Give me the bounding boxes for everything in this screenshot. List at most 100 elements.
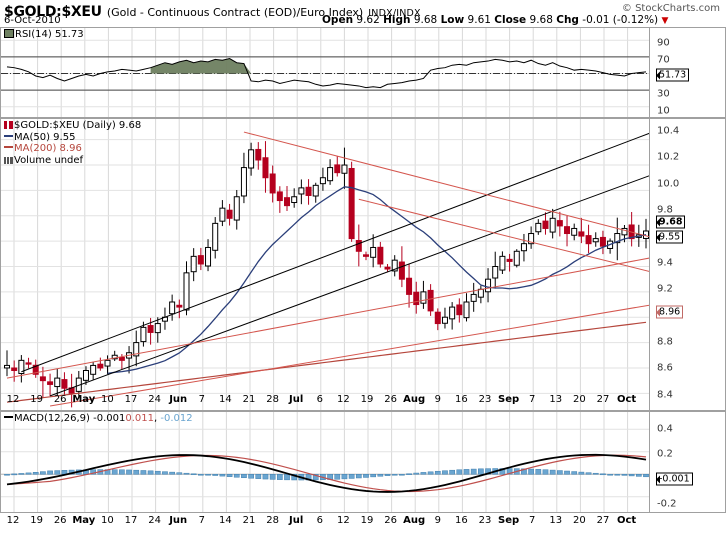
macd-legend: MACD(12,26,9) -0.0010.011, -0.012 xyxy=(4,413,193,425)
chg-label: Chg xyxy=(556,14,579,26)
rsi-y-axis: 90 70 30 10 51.73 xyxy=(649,28,725,117)
ma50-legend-label: MA(50) 9.55 xyxy=(14,131,76,143)
x-axis-tick: 27 xyxy=(596,394,610,405)
x-axis-tick: 27 xyxy=(596,515,610,526)
x-axis-tick: 13 xyxy=(549,394,563,405)
symbol-longname: (Gold - Continuous Contract (EOD)/Euro I… xyxy=(106,6,364,19)
macd-ytick: 0.4 xyxy=(657,423,673,435)
x-axis-tick: 12 xyxy=(6,515,20,526)
x-axis-tick: 26 xyxy=(384,515,397,526)
x-axis-tick: Jun xyxy=(169,394,188,405)
low-value: 9.61 xyxy=(467,14,491,26)
x-axis-tick: Sep xyxy=(498,515,520,526)
macd-signal-value: 0.011 xyxy=(125,413,155,424)
macd-plot-area xyxy=(1,412,650,512)
x-axis-tick: Oct xyxy=(616,394,637,405)
price-panel: $GOLD:$XEU (Daily) 9.68 MA(50) 9.55 MA(2… xyxy=(0,118,726,411)
rsi-ytick: 90 xyxy=(657,37,670,49)
x-axis-tick: 6 xyxy=(316,394,323,405)
chg-value: -0.01 (-0.12%) xyxy=(582,14,659,26)
ohlc-quote-bar: Open 9.62 High 9.68 Low 9.61 Close 9.68 … xyxy=(322,14,668,26)
x-axis-tick: 7 xyxy=(198,515,205,526)
x-axis-tick: 7 xyxy=(198,394,205,405)
x-axis-tick: 10 xyxy=(101,394,114,405)
price-ytick: 10.0 xyxy=(657,178,680,190)
price-y-axis: 10.4 10.2 10.0 9.8 9.4 9.2 8.8 8.6 8.4 9… xyxy=(649,119,725,410)
macd-legend-name: MACD(12,26,9) xyxy=(14,413,90,424)
rsi-chart-svg xyxy=(1,28,650,117)
x-axis-tick: 14 xyxy=(219,515,232,526)
x-axis-tick: 10 xyxy=(101,515,114,526)
price-ytick: 9.4 xyxy=(657,257,673,269)
x-axis-tick: 24 xyxy=(148,394,161,405)
low-label: Low xyxy=(440,14,465,26)
price-ytick: 9.8 xyxy=(657,204,673,216)
x-axis-tick: 9 xyxy=(434,515,441,526)
open-label: Open xyxy=(322,14,354,26)
price-legend-title: $GOLD:$XEU (Daily) 9.68 xyxy=(14,120,142,131)
exchange-label: INDX/INDX xyxy=(368,8,421,19)
price-ytick: 8.8 xyxy=(657,336,673,348)
x-axis-tick: 19 xyxy=(30,515,43,526)
x-axis-tick: 14 xyxy=(219,394,232,405)
macd-y-axis: 0.4 0.2 -0.2 -0.001 xyxy=(649,412,725,512)
ma200-line-icon xyxy=(4,146,13,148)
macd-value-flag: -0.001 xyxy=(656,472,693,486)
quote-date: 6-Oct-2010 xyxy=(4,15,61,26)
macd-line-icon xyxy=(4,416,13,418)
x-axis-tick: 20 xyxy=(573,515,586,526)
x-axis-tick: 20 xyxy=(573,394,586,405)
rsi-value-flag: 51.73 xyxy=(655,68,690,82)
ma50-line-icon xyxy=(4,134,13,137)
x-axis-tick: 16 xyxy=(455,515,468,526)
ma50-legend-row: MA(50) 9.55 xyxy=(4,132,141,144)
price-chart-svg xyxy=(1,119,650,410)
x-axis-tick: 26 xyxy=(53,515,67,526)
x-axis-tick: 26 xyxy=(53,394,67,405)
x-axis-tick: 28 xyxy=(266,515,279,526)
x-axis-tick: 23 xyxy=(478,515,492,526)
ma50-value-flag: 9.55 xyxy=(656,230,684,244)
price-ytick: 8.6 xyxy=(657,362,673,374)
rsi-legend: RSI(14) 51.73 xyxy=(4,29,84,41)
price-legend: $GOLD:$XEU (Daily) 9.68 MA(50) 9.55 MA(2… xyxy=(4,120,141,166)
x-axis-tick: 17 xyxy=(124,515,138,526)
volume-legend-label: Volume undef xyxy=(14,154,84,166)
price-ytick: 8.4 xyxy=(657,389,673,401)
symbol-ticker: $GOLD:$XEU xyxy=(4,4,102,20)
macd-chart-svg xyxy=(1,412,650,512)
chart-title: $GOLD:$XEU (Gold - Continuous Contract (… xyxy=(4,1,421,20)
chart-header: $GOLD:$XEU (Gold - Continuous Contract (… xyxy=(0,0,726,27)
rsi-panel: RSI(14) 51.73 90 70 30 10 51.73 xyxy=(0,27,726,118)
x-axis-tick: 21 xyxy=(242,515,256,526)
x-axis-bottom: 12 19 26 May 10 17 24 Jun 7 14 21 28 Jul 6 12 19 26 Aug 9 1… xyxy=(0,513,651,533)
close-value: 9.68 xyxy=(529,14,553,26)
x-axis-tick: 6 xyxy=(316,515,323,526)
price-ytick: 10.4 xyxy=(657,125,680,137)
x-axis-tick: 23 xyxy=(478,394,492,405)
x-axis-tick: May xyxy=(72,515,96,526)
volume-bars-icon xyxy=(4,156,13,164)
ma200-legend-label: MA(200) 8.96 xyxy=(14,143,82,154)
open-value: 9.62 xyxy=(356,14,380,26)
x-axis-tick: Sep xyxy=(498,394,520,405)
x-axis-tick: Oct xyxy=(616,515,637,526)
volume-legend-row: Volume undef xyxy=(4,155,141,167)
x-axis-tick: 17 xyxy=(124,394,138,405)
macd-histogram-value: -0.012 xyxy=(160,413,193,424)
x-axis-tick: 12 xyxy=(337,515,350,526)
x-axis-tick: 9 xyxy=(434,394,441,405)
x-axis-tick: 7 xyxy=(529,394,536,405)
high-label: High xyxy=(383,14,411,26)
x-axis-top: 12 19 26 May 10 17 24 Jun 7 14 21 28 Jul 6 12 19 26 Aug 9 1… xyxy=(0,392,651,412)
x-axis-tick: 19 xyxy=(360,515,374,526)
x-axis-tick: 12 xyxy=(6,394,20,405)
chevron-down-icon[interactable]: ▼ xyxy=(661,16,669,26)
x-axis-tick: 19 xyxy=(30,394,43,405)
macd-legend-value: -0.001 xyxy=(93,413,126,424)
x-axis-tick: Aug xyxy=(403,515,426,526)
rsi-area-icon xyxy=(4,29,14,38)
last-price-flag: 9.68 xyxy=(656,215,686,229)
macd-panel: MACD(12,26,9) -0.0010.011, -0.012 0.4 0.… xyxy=(0,411,726,513)
